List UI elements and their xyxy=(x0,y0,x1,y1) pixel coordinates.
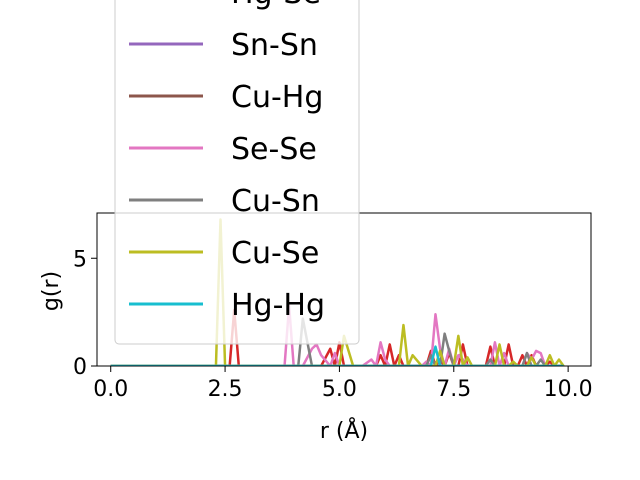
y-tick-label: 5 xyxy=(73,247,87,272)
legend-label: Se-Se xyxy=(231,132,317,167)
legend-box xyxy=(114,0,360,345)
y-axis-label: g(r) xyxy=(39,271,64,311)
x-tick-label: 5.0 xyxy=(322,377,357,402)
x-tick-label: 0.0 xyxy=(93,377,128,402)
legend-label: Sn-Sn xyxy=(231,28,318,63)
plot-area xyxy=(110,218,565,366)
legend-label: Cu-Sn xyxy=(231,184,320,219)
x-tick-label: 7.5 xyxy=(436,377,471,402)
legend-label: Hg-Hg xyxy=(231,288,325,323)
legend-label: Hg-Se xyxy=(231,0,321,11)
legend: Hg-Se Sn-Sn Cu-Hg Se-Se Cu-Sn Cu-Se Hg-Hg xyxy=(114,0,360,345)
x-tick-label: 2.5 xyxy=(208,377,243,402)
x-axis-label: r (Å) xyxy=(320,417,368,444)
y-tick-label: 0 xyxy=(73,355,87,380)
x-tick-label: 10.0 xyxy=(544,377,593,402)
series-line-cu-se xyxy=(110,218,565,366)
legend-label: Cu-Hg xyxy=(231,80,323,115)
legend-label: Cu-Se xyxy=(231,236,319,271)
series-lines xyxy=(110,218,565,366)
